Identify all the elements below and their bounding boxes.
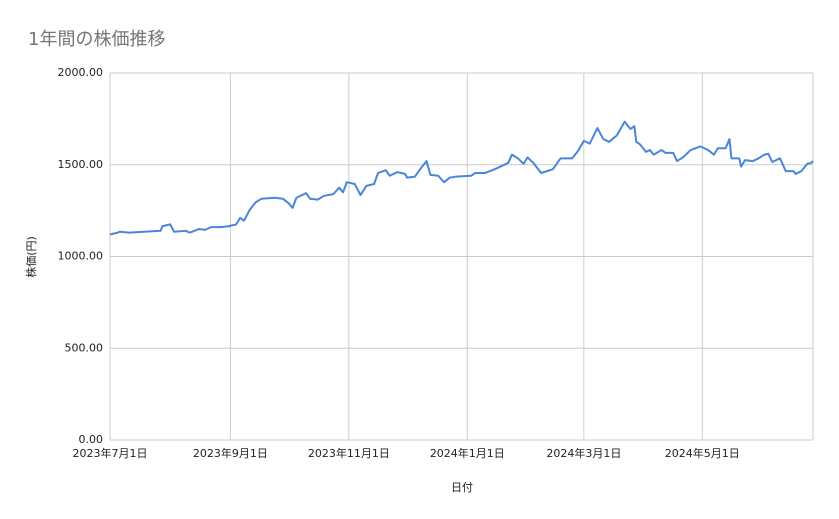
y-tick-label: 500.00	[65, 341, 104, 354]
x-tick-label: 2023年7月1日	[73, 446, 148, 460]
x-axis-label: 日付	[451, 481, 473, 494]
y-tick-label: 1500.00	[58, 158, 104, 171]
y-tick-label: 0.00	[79, 433, 104, 446]
x-tick-label: 2024年1月1日	[430, 446, 505, 460]
y-tick-label: 2000.00	[58, 66, 104, 79]
x-tick-label: 2023年11月1日	[308, 446, 390, 460]
chart-title: 1年間の株価推移	[28, 29, 165, 50]
x-tick-label: 2023年9月1日	[193, 446, 268, 460]
y-tick-label: 1000.00	[58, 250, 104, 263]
x-tick-label: 2024年5月1日	[665, 446, 740, 460]
x-tick-label: 2024年3月1日	[546, 446, 621, 460]
data-line	[109, 120, 814, 236]
y-axis-label: 株価(円)	[24, 236, 38, 278]
